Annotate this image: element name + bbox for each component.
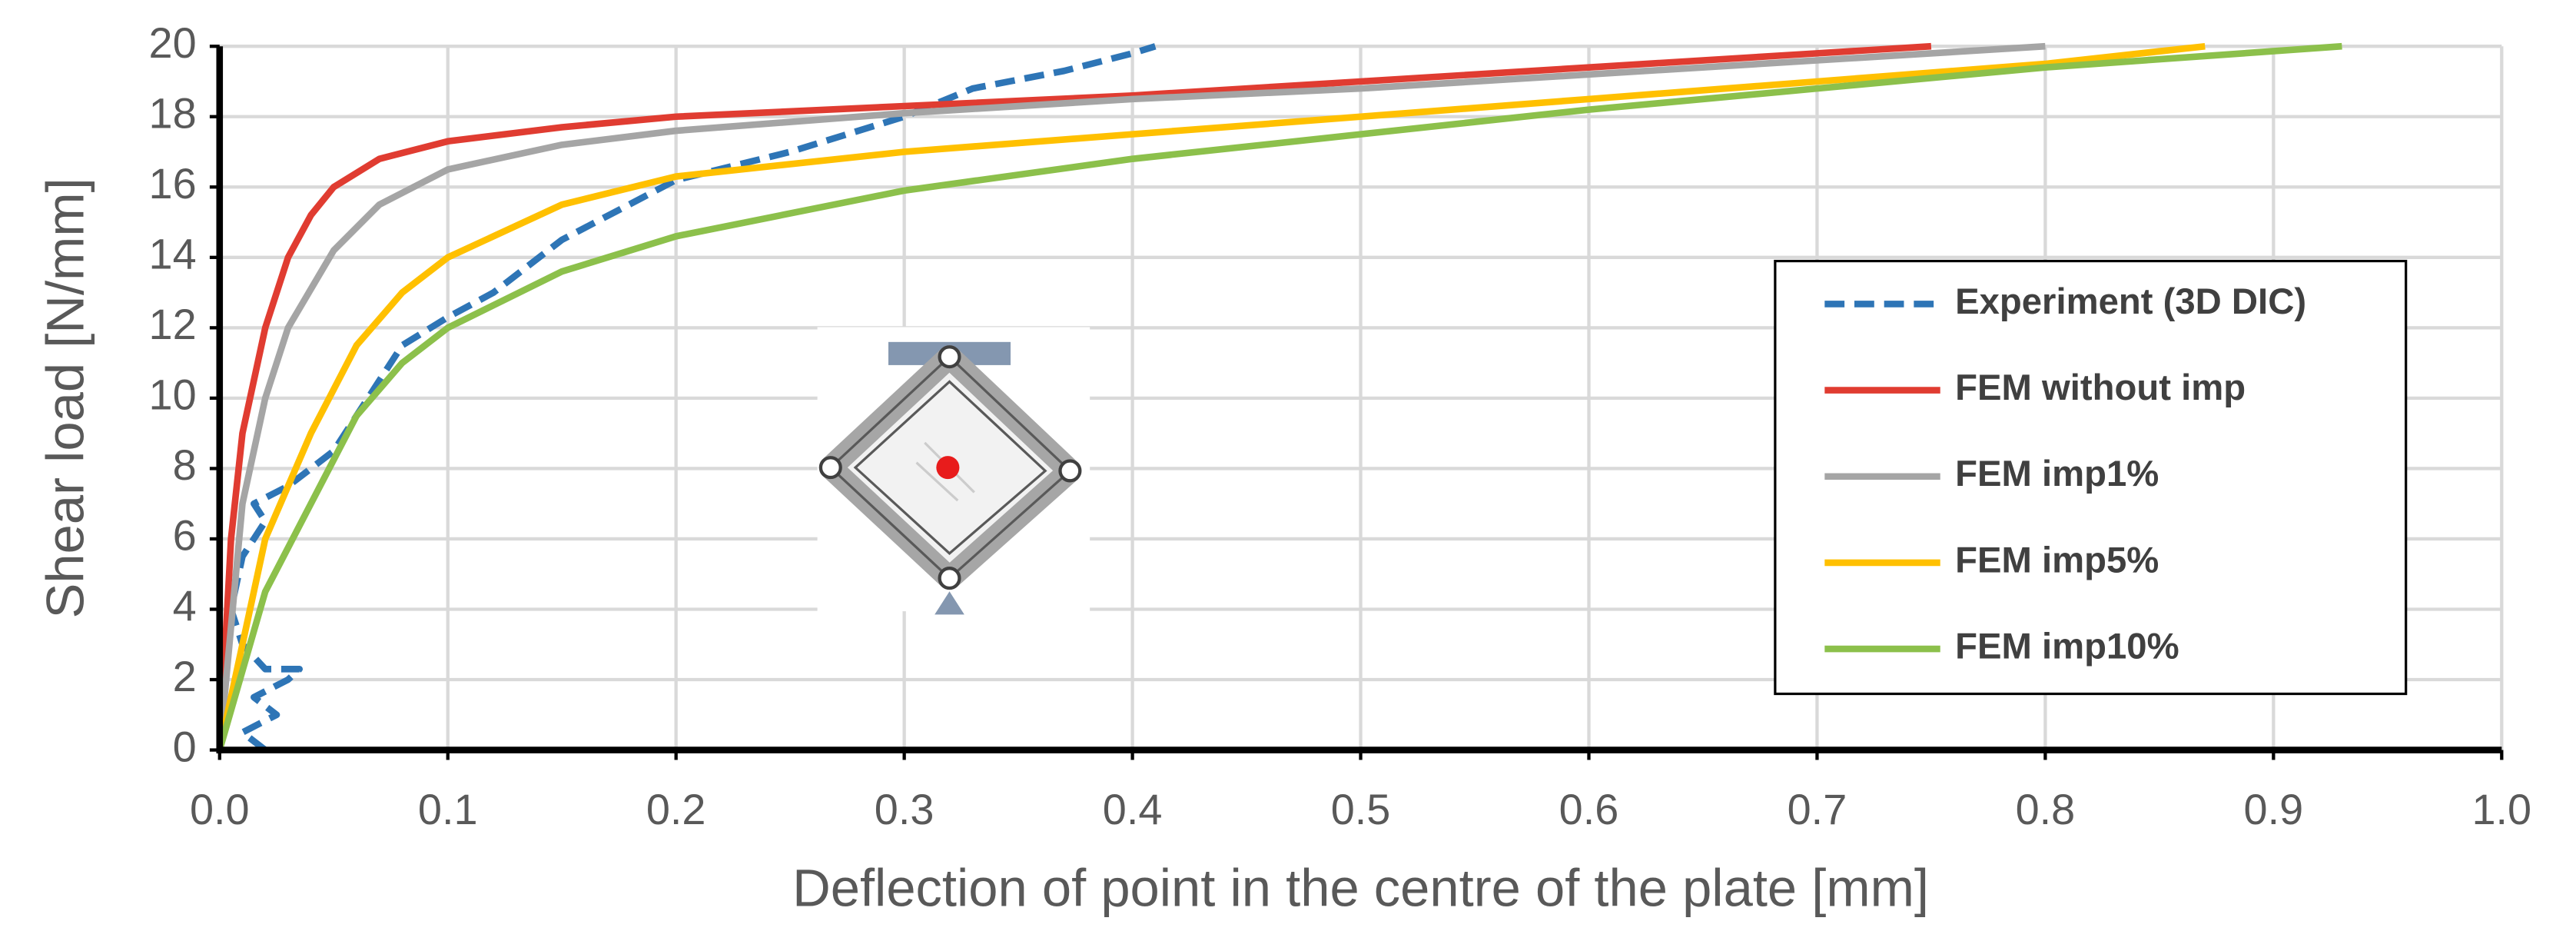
legend-label: FEM imp10% bbox=[1955, 627, 2179, 667]
y-tick-label: 2 bbox=[173, 652, 197, 700]
series-line bbox=[216, 42, 1932, 750]
y-axis-label: Shear load [N/mm] bbox=[35, 178, 95, 618]
inset-diagram bbox=[817, 327, 1090, 615]
series-line bbox=[216, 42, 2206, 751]
y-tick-label: 12 bbox=[149, 300, 197, 348]
series-line bbox=[216, 42, 2342, 751]
x-tick-label: 0.1 bbox=[418, 785, 478, 833]
x-tick-label: 0.7 bbox=[1788, 785, 1847, 833]
y-tick-label: 6 bbox=[173, 511, 197, 560]
legend-label: Experiment (3D DIC) bbox=[1955, 281, 2306, 322]
series-line bbox=[227, 43, 1157, 753]
legend-label: FEM imp5% bbox=[1955, 540, 2159, 580]
y-tick-label: 8 bbox=[173, 441, 197, 489]
x-tick-label: 0.3 bbox=[875, 785, 934, 833]
x-tick-label: 0.9 bbox=[2244, 785, 2304, 833]
y-tick-label: 14 bbox=[149, 230, 197, 278]
series-line bbox=[216, 42, 2046, 750]
x-tick-label: 0.5 bbox=[1331, 785, 1391, 833]
y-tick-label: 4 bbox=[173, 581, 197, 630]
x-tick-label: 0.4 bbox=[1103, 785, 1163, 833]
y-tick-label: 18 bbox=[149, 88, 197, 137]
legend-label: FEM without imp bbox=[1955, 367, 2246, 408]
x-tick-label: 0.2 bbox=[646, 785, 706, 833]
legend-label: FEM imp1% bbox=[1955, 454, 2159, 494]
x-axis-label: Deflection of point in the centre of the… bbox=[792, 859, 1929, 918]
x-tick-label: 0.0 bbox=[190, 785, 250, 833]
y-tick-label: 16 bbox=[149, 159, 197, 208]
x-tick-label: 0.8 bbox=[2016, 785, 2076, 833]
legend-box bbox=[1774, 259, 2408, 696]
x-tick-label: 1.0 bbox=[2471, 785, 2531, 833]
y-tick-label: 0 bbox=[173, 722, 197, 770]
plot-area bbox=[216, 42, 2342, 753]
legend: Experiment (3D DIC) FEM without imp FEM im… bbox=[1824, 281, 2306, 667]
y-tick-label: 10 bbox=[149, 371, 197, 419]
y-tick-label: 20 bbox=[149, 18, 197, 67]
x-tick-label: 0.6 bbox=[1559, 785, 1619, 833]
